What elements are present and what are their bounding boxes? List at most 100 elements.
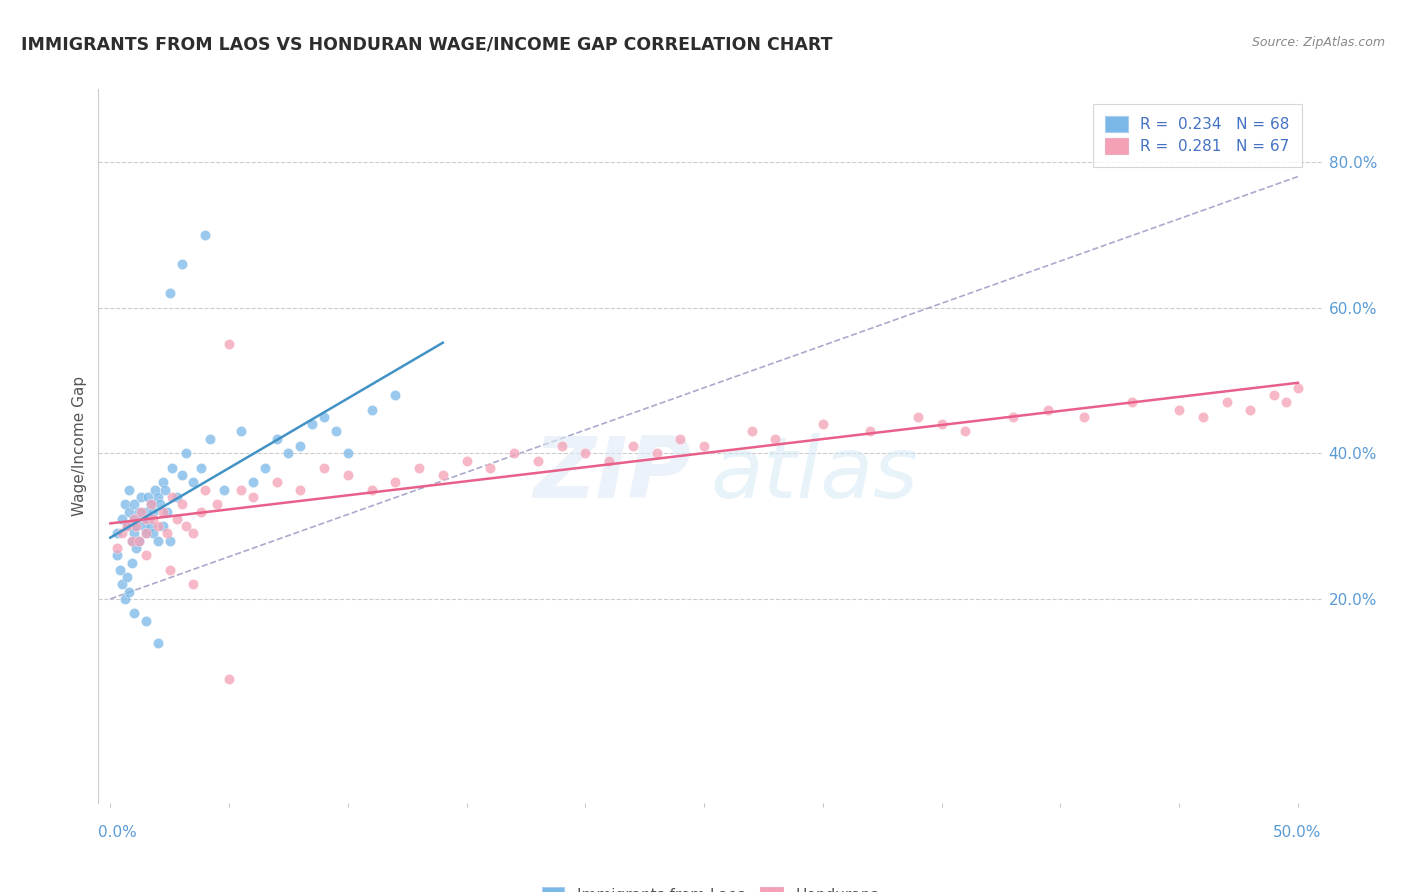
Point xyxy=(266,432,288,446)
Point xyxy=(146,519,169,533)
Point xyxy=(122,526,145,541)
Point xyxy=(135,548,157,562)
Point xyxy=(242,475,264,490)
Point xyxy=(360,483,382,497)
Point xyxy=(621,439,644,453)
Point xyxy=(503,446,526,460)
Point xyxy=(277,446,299,460)
Point xyxy=(125,519,148,533)
Point xyxy=(253,460,276,475)
Point xyxy=(479,460,502,475)
Point xyxy=(955,425,977,439)
Point xyxy=(122,512,145,526)
Point xyxy=(122,497,145,511)
Point xyxy=(166,512,188,526)
Point xyxy=(128,504,150,518)
Point xyxy=(242,490,264,504)
Point xyxy=(1239,402,1261,417)
Point xyxy=(194,483,217,497)
Point xyxy=(312,409,335,424)
Point xyxy=(176,519,198,533)
Point xyxy=(129,490,152,504)
Point xyxy=(194,227,217,242)
Point xyxy=(152,504,174,518)
Point xyxy=(290,483,312,497)
Point xyxy=(118,504,141,518)
Point xyxy=(266,475,288,490)
Point xyxy=(1073,409,1095,424)
Text: Source: ZipAtlas.com: Source: ZipAtlas.com xyxy=(1251,36,1385,49)
Point xyxy=(176,446,198,460)
Legend: Immigrants from Laos, Hondurans: Immigrants from Laos, Hondurans xyxy=(536,881,884,892)
Point xyxy=(135,526,157,541)
Point xyxy=(128,533,150,548)
Point xyxy=(142,512,165,526)
Point xyxy=(108,563,131,577)
Point xyxy=(107,548,129,562)
Y-axis label: Wage/Income Gap: Wage/Income Gap xyxy=(72,376,87,516)
Point xyxy=(574,446,596,460)
Point xyxy=(183,526,205,541)
Point xyxy=(1215,395,1237,409)
Text: ZIP: ZIP xyxy=(533,433,690,516)
Point xyxy=(115,570,138,584)
Point xyxy=(114,497,136,511)
Point xyxy=(160,490,183,504)
Point xyxy=(135,614,157,628)
Point xyxy=(122,512,145,526)
Point xyxy=(136,490,159,504)
Point xyxy=(170,468,193,483)
Point xyxy=(527,453,550,467)
Point xyxy=(139,497,162,511)
Point xyxy=(152,475,174,490)
Point xyxy=(115,519,138,533)
Point xyxy=(146,533,169,548)
Point xyxy=(408,460,430,475)
Point xyxy=(111,512,134,526)
Point xyxy=(129,512,152,526)
Point xyxy=(153,483,176,497)
Point xyxy=(1275,395,1298,409)
Point xyxy=(859,425,882,439)
Point xyxy=(360,402,382,417)
Point xyxy=(229,483,252,497)
Point xyxy=(183,577,205,591)
Point xyxy=(107,541,129,555)
Point xyxy=(325,425,347,439)
Point xyxy=(931,417,953,432)
Point xyxy=(170,497,193,511)
Point xyxy=(115,519,138,533)
Point xyxy=(336,446,359,460)
Point xyxy=(122,607,145,621)
Point xyxy=(129,504,152,518)
Text: IMMIGRANTS FROM LAOS VS HONDURAN WAGE/INCOME GAP CORRELATION CHART: IMMIGRANTS FROM LAOS VS HONDURAN WAGE/IN… xyxy=(21,36,832,54)
Point xyxy=(142,504,165,518)
Point xyxy=(550,439,572,453)
Point xyxy=(118,584,141,599)
Point xyxy=(763,432,786,446)
Point xyxy=(218,672,240,686)
Point xyxy=(121,556,143,570)
Point xyxy=(301,417,323,432)
Point xyxy=(907,409,929,424)
Point xyxy=(135,504,157,518)
Text: 0.0%: 0.0% xyxy=(98,825,138,840)
Point xyxy=(118,483,141,497)
Point xyxy=(190,504,212,518)
Point xyxy=(145,483,167,497)
Point xyxy=(312,460,335,475)
Point xyxy=(1001,409,1024,424)
Point xyxy=(146,490,169,504)
Point xyxy=(139,497,162,511)
Point xyxy=(139,519,162,533)
Point xyxy=(669,432,692,446)
Point xyxy=(598,453,620,467)
Point xyxy=(135,526,157,541)
Text: 50.0%: 50.0% xyxy=(1274,825,1322,840)
Point xyxy=(114,591,136,606)
Point xyxy=(645,446,668,460)
Point xyxy=(384,475,406,490)
Point xyxy=(693,439,716,453)
Point xyxy=(146,635,169,649)
Point xyxy=(135,512,157,526)
